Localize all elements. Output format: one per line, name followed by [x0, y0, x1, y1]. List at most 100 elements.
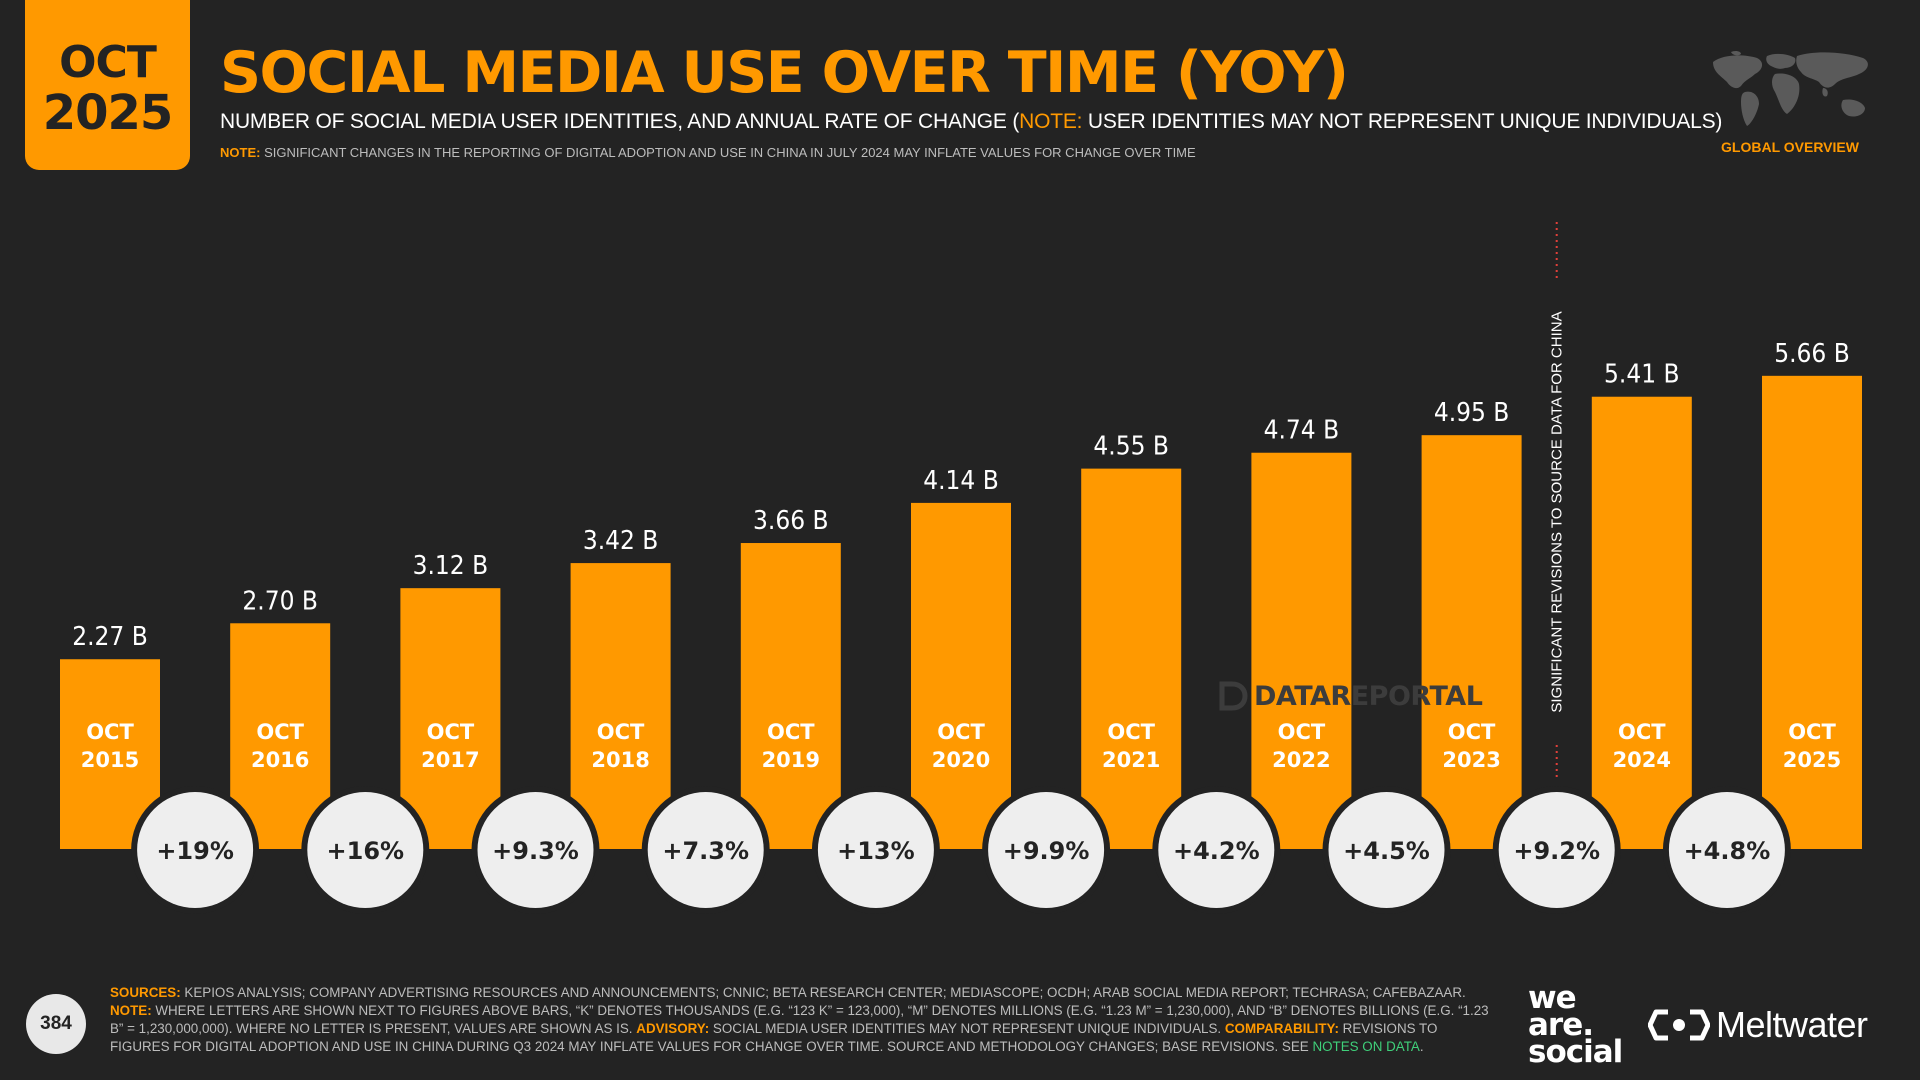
x-label-year-5: 2020: [932, 748, 990, 772]
change-bubble-8: [1498, 792, 1615, 908]
world-map-icon: [1713, 50, 1868, 126]
date-badge: OCT 2025: [25, 0, 190, 170]
was-line-2: are.: [1528, 1007, 1594, 1043]
top-note-text: SIGNIFICANT CHANGES IN THE REPORTING OF …: [260, 145, 1196, 160]
meltwater-logo: Meltwater: [1648, 1004, 1868, 1046]
x-label-year-4: 2019: [762, 748, 820, 772]
x-label-month-7: OCT: [1278, 720, 1326, 744]
change-label-2: +9.3%: [492, 837, 579, 865]
value-label-4: 3.66 B: [753, 506, 829, 536]
value-label-9: 5.41 B: [1604, 360, 1680, 390]
x-label-month-0: OCT: [86, 720, 134, 744]
change-bubble-3: [647, 792, 764, 908]
x-label-year-2: 2017: [421, 748, 479, 772]
change-bubble-6: [1158, 792, 1275, 908]
x-label-month-2: OCT: [427, 720, 475, 744]
change-bubble-2: [477, 792, 594, 908]
we-are-social-logo: we are. social: [1528, 980, 1623, 1070]
change-bubble-4: [817, 792, 934, 908]
meltwater-text: Meltwater: [1716, 1004, 1868, 1045]
top-note-label: NOTE:: [220, 145, 261, 160]
x-label-year-1: 2016: [251, 748, 309, 772]
x-label-year-10: 2025: [1783, 748, 1841, 772]
change-label-7: +4.5%: [1343, 837, 1430, 865]
meltwater-logo-icon: [1648, 1009, 1710, 1041]
value-label-7: 4.74 B: [1264, 416, 1340, 446]
change-label-8: +9.2%: [1513, 837, 1600, 865]
change-bubble-9: [1668, 792, 1785, 908]
subtitle: NUMBER OF SOCIAL MEDIA USER IDENTITIES, …: [220, 110, 1722, 134]
datareportal-watermark: DATAREPORTAL: [1218, 680, 1483, 712]
change-bubble-7: [1328, 792, 1445, 908]
bar-6: [1081, 468, 1182, 849]
page-title: SOCIAL MEDIA USE OVER TIME (YOY): [220, 40, 1349, 106]
footer-notes: SOURCES: KEPIOS ANALYSIS; COMPANY ADVERT…: [110, 984, 1490, 1056]
x-label-year-8: 2023: [1442, 748, 1500, 772]
change-label-6: +4.2%: [1173, 837, 1260, 865]
value-label-3: 3.42 B: [583, 526, 659, 556]
badge-month: OCT: [59, 37, 157, 88]
datareportal-logo-icon: [1219, 681, 1248, 711]
advisory-label: ADVISORY:: [636, 1021, 710, 1036]
bar-8: [1421, 435, 1522, 849]
page-number: 384: [26, 994, 86, 1054]
change-bubble-5: [988, 792, 1105, 908]
bar-10: [1762, 375, 1862, 849]
was-line-1: we: [1528, 980, 1577, 1016]
x-label-year-3: 2018: [591, 748, 649, 772]
bar-chart: 2.27 B OCT 2015 2.70 B OCT 2016 3.12 B OCT 2017 3…: [60, 222, 1862, 914]
x-label-month-5: OCT: [937, 720, 985, 744]
sources-label: SOURCES:: [110, 985, 181, 1000]
value-label-5: 4.14 B: [923, 466, 999, 496]
x-label-month-10: OCT: [1788, 720, 1836, 744]
subtitle-note-label: NOTE:: [1019, 110, 1083, 133]
change-label-5: +9.9%: [1003, 837, 1090, 865]
x-label-month-3: OCT: [597, 720, 645, 744]
subtitle-post: USER IDENTITIES MAY NOT REPRESENT UNIQUE…: [1082, 110, 1723, 133]
footer-note-text: WHERE LETTERS ARE SHOWN NEXT TO FIGURES …: [110, 1003, 1489, 1036]
x-label-month-8: OCT: [1448, 720, 1496, 744]
bar-4: [740, 543, 841, 849]
change-label-3: +7.3%: [662, 837, 749, 865]
section-label: GLOBAL OVERVIEW: [1721, 139, 1859, 155]
change-label-1: +16%: [327, 837, 405, 865]
x-label-month-1: OCT: [256, 720, 304, 744]
bar-7: [1251, 452, 1352, 849]
change-label-9: +4.8%: [1684, 837, 1771, 865]
was-line-3: social: [1528, 1034, 1623, 1070]
sources-text: KEPIOS ANALYSIS; COMPANY ADVERTISING RES…: [180, 985, 1466, 1000]
notes-on-data-link[interactable]: NOTES ON DATA: [1312, 1039, 1420, 1054]
subtitle-pre: NUMBER OF SOCIAL MEDIA USER IDENTITIES, …: [220, 110, 1020, 133]
x-label-year-9: 2024: [1613, 748, 1671, 772]
value-label-8: 4.95 B: [1434, 398, 1510, 428]
value-label-0: 2.27 B: [72, 622, 148, 652]
top-note: NOTE: SIGNIFICANT CHANGES IN THE REPORTI…: [220, 145, 1196, 160]
advisory-text: SOCIAL MEDIA USER IDENTITIES MAY NOT REP…: [709, 1021, 1222, 1036]
x-label-month-4: OCT: [767, 720, 815, 744]
value-label-1: 2.70 B: [242, 586, 318, 616]
bar-3: [570, 563, 671, 849]
change-label-4: +13%: [837, 837, 915, 865]
revision-annotation: SIGNIFICANT REVISIONS TO SOURCE DATA FOR…: [1549, 311, 1566, 712]
bar-5: [911, 502, 1011, 849]
bar-2: [400, 588, 501, 849]
watermark-text: DATAREPORTAL: [1254, 680, 1483, 712]
x-label-year-0: 2015: [81, 748, 139, 772]
x-label-month-6: OCT: [1107, 720, 1155, 744]
change-bubble-1: [307, 792, 424, 908]
value-label-2: 3.12 B: [413, 551, 489, 581]
x-label-month-9: OCT: [1618, 720, 1666, 744]
badge-year: 2025: [42, 85, 174, 141]
comparability-text: REVISIONS TO FIGURES FOR DIGITAL ADOPTIO…: [110, 1021, 1438, 1054]
change-label-0: +19%: [156, 837, 234, 865]
footer-end: .: [1419, 1039, 1424, 1054]
value-label-10: 5.66 B: [1774, 339, 1850, 369]
comparability-label: COMPARABILITY:: [1224, 1021, 1339, 1036]
change-bubble-0: [137, 792, 254, 908]
x-label-year-7: 2022: [1272, 748, 1330, 772]
value-label-6: 4.55 B: [1093, 432, 1169, 462]
footer-note-label: NOTE:: [110, 1003, 152, 1018]
x-label-year-6: 2021: [1102, 748, 1160, 772]
bar-9: [1591, 396, 1692, 849]
bar-1: [230, 623, 331, 849]
